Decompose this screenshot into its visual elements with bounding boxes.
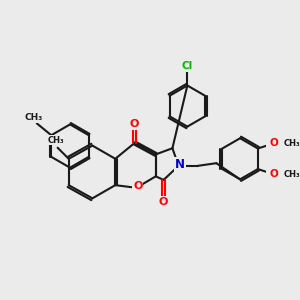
Text: O: O: [133, 181, 142, 191]
Text: CH₃: CH₃: [284, 170, 300, 179]
Text: O: O: [269, 138, 278, 148]
Text: CH₃: CH₃: [48, 136, 64, 145]
Text: O: O: [269, 169, 278, 179]
Text: CH₃: CH₃: [25, 113, 43, 122]
Text: O: O: [130, 119, 139, 129]
Text: Cl: Cl: [182, 61, 193, 71]
Text: N: N: [175, 158, 184, 171]
Text: O: O: [159, 196, 168, 206]
Text: CH₃: CH₃: [284, 139, 300, 148]
